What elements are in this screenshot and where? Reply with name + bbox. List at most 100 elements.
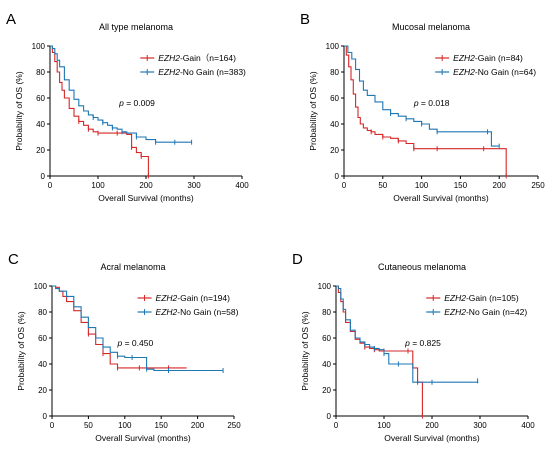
- x-tick-label: 200: [425, 421, 439, 430]
- y-tick-label: 100: [318, 282, 332, 291]
- legend-label: EZH2-Gain（n=164): [158, 53, 236, 63]
- y-tick-label: 0: [41, 172, 46, 181]
- y-axis-label: Probability of OS (%): [14, 71, 24, 151]
- series-line-gain: [50, 45, 149, 176]
- panel-b: B Mucosal melanoma 0 20 40 60 80 100 0 50 100 150 20…: [300, 11, 545, 203]
- y-tick-label: 0: [43, 412, 48, 421]
- y-tick-label: 80: [36, 68, 45, 77]
- x-tick-label: 50: [378, 181, 387, 190]
- series-line-nogain: [50, 45, 192, 143]
- p-value: p = 0.009: [118, 98, 155, 108]
- x-tick-label: 300: [473, 421, 487, 430]
- y-tick-label: 80: [322, 308, 331, 317]
- y-tick-label: 20: [330, 146, 339, 155]
- x-tick-label: 150: [155, 421, 169, 430]
- legend-gene: EZH2: [158, 67, 180, 77]
- y-tick-label: 40: [330, 120, 339, 129]
- legend-gene: EZH2: [453, 53, 475, 63]
- legend-gene: EZH2: [156, 307, 178, 317]
- y-tick-label: 100: [326, 42, 340, 51]
- p-value: p = 0.825: [404, 338, 441, 348]
- y-tick-label: 80: [38, 308, 47, 317]
- series-line-gain: [336, 285, 423, 416]
- x-tick-label: 0: [334, 421, 339, 430]
- panel-d: D Cutaneous melanoma 0 20 40 60 80 100 0 100 200 30…: [292, 251, 535, 443]
- x-tick-label: 0: [48, 181, 53, 190]
- p-value-symbol: p: [404, 338, 412, 348]
- x-tick-label: 0: [50, 421, 55, 430]
- x-tick-label: 200: [191, 421, 205, 430]
- legend-label: EZH2-Gain (n=84): [453, 53, 523, 63]
- panel-letter: B: [300, 11, 310, 28]
- x-tick-label: 150: [454, 181, 468, 190]
- y-tick-label: 20: [322, 386, 331, 395]
- y-tick-label: 20: [38, 386, 47, 395]
- y-tick-label: 0: [335, 172, 340, 181]
- p-value: p = 0.450: [117, 338, 154, 348]
- panel-title: Acral melanoma: [100, 262, 165, 272]
- x-tick-label: 50: [84, 421, 93, 430]
- x-tick-label: 400: [521, 421, 535, 430]
- legend-group: -No Gain (n=58): [177, 307, 238, 317]
- p-value-symbol: p: [117, 338, 125, 348]
- y-axis-label: Probability of OS (%): [308, 71, 318, 151]
- legend-group: -Gain (n=194): [177, 293, 230, 303]
- y-tick-label: 60: [322, 334, 331, 343]
- x-tick-label: 0: [342, 181, 347, 190]
- panel-title: Mucosal melanoma: [392, 22, 470, 32]
- legend-label: EZH2-No Gain (n=58): [156, 307, 239, 317]
- x-tick-label: 100: [91, 181, 105, 190]
- legend-group: -No Gain (n=64): [475, 67, 536, 77]
- y-tick-label: 60: [36, 94, 45, 103]
- legend-group: -No Gain (n=383): [180, 67, 246, 77]
- panel-letter: D: [292, 251, 303, 268]
- legend-group: -No Gain (n=42): [466, 307, 527, 317]
- panel-letter: C: [8, 251, 19, 268]
- x-tick-label: 300: [187, 181, 201, 190]
- y-tick-label: 60: [330, 94, 339, 103]
- legend-group: -Gain（n=164): [180, 53, 236, 63]
- y-tick-label: 40: [36, 120, 45, 129]
- series-line-nogain: [336, 285, 479, 383]
- legend-gene: EZH2: [444, 307, 466, 317]
- legend-label: EZH2-Gain (n=105): [444, 293, 519, 303]
- legend-gene: EZH2: [158, 53, 180, 63]
- x-axis-label: Overall Survival (months): [393, 193, 489, 203]
- x-tick-label: 250: [227, 421, 241, 430]
- p-value-number: = 0.825: [412, 338, 441, 348]
- legend-group: -Gain (n=84): [475, 53, 523, 63]
- legend-group: -Gain (n=105): [466, 293, 519, 303]
- x-tick-label: 100: [118, 421, 132, 430]
- x-tick-label: 200: [139, 181, 153, 190]
- p-value-number: = 0.009: [126, 98, 155, 108]
- y-tick-label: 100: [32, 42, 46, 51]
- panel-letter: A: [6, 11, 16, 28]
- legend-label: EZH2-Gain (n=194): [156, 293, 231, 303]
- legend-label: EZH2-No Gain (n=42): [444, 307, 527, 317]
- x-axis-label: Overall Survival (months): [98, 193, 194, 203]
- x-tick-label: 400: [235, 181, 249, 190]
- y-tick-label: 40: [322, 360, 331, 369]
- y-axis-label: Probability of OS (%): [16, 311, 26, 391]
- y-tick-label: 80: [330, 68, 339, 77]
- legend-label: EZH2-No Gain (n=383): [158, 67, 246, 77]
- x-tick-label: 250: [531, 181, 545, 190]
- x-tick-label: 100: [377, 421, 391, 430]
- x-axis-label: Overall Survival (months): [384, 433, 480, 443]
- x-tick-label: 100: [415, 181, 429, 190]
- y-tick-label: 60: [38, 334, 47, 343]
- legend-label: EZH2-No Gain (n=64): [453, 67, 536, 77]
- legend-gene: EZH2: [444, 293, 466, 303]
- y-tick-label: 100: [34, 282, 48, 291]
- legend-gene: EZH2: [156, 293, 178, 303]
- x-tick-label: 200: [493, 181, 507, 190]
- p-value-number: = 0.018: [421, 98, 450, 108]
- x-axis-label: Overall Survival (months): [95, 433, 191, 443]
- p-value-number: = 0.450: [125, 338, 154, 348]
- y-tick-label: 40: [38, 360, 47, 369]
- panel-c: C Acral melanoma 0 20 40 60 80 100 0 50 100 150 200 2…: [8, 251, 241, 443]
- y-tick-label: 20: [36, 146, 45, 155]
- p-value: p = 0.018: [413, 98, 450, 108]
